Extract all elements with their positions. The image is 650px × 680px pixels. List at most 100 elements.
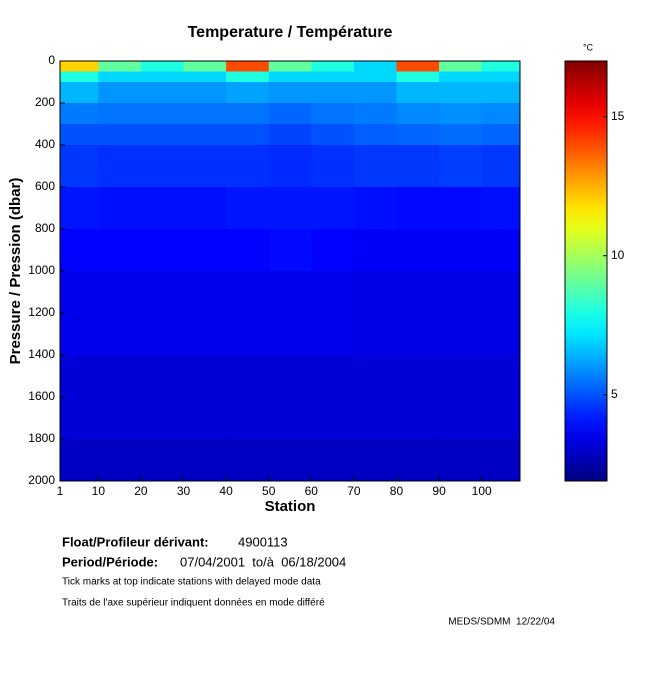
y-tick-label: 1600 [28, 389, 55, 403]
heat-cell [481, 145, 521, 188]
heat-cell [268, 61, 312, 72]
heat-cell [226, 61, 270, 72]
heat-cell [98, 103, 142, 125]
heat-cell [353, 355, 397, 440]
heat-cell [140, 82, 185, 104]
heat-cell [268, 124, 312, 146]
heat-cell [183, 124, 227, 146]
heat-cell [396, 187, 440, 230]
note-fr: Traits de l'axe supérieur indiquent donn… [62, 598, 325, 609]
heat-cell [439, 229, 483, 272]
heat-cell [353, 61, 397, 72]
heat-cell [353, 187, 397, 230]
x-tick-label: 60 [305, 484, 319, 498]
heat-cell [140, 229, 185, 272]
heat-cell [60, 145, 99, 188]
heat-cell [311, 229, 355, 272]
period-label: Period/Période: [62, 554, 158, 569]
y-axis-label: Pressure / Pression (dbar) [7, 178, 24, 365]
heat-cell [98, 271, 142, 356]
heat-cell [183, 61, 227, 72]
heat-cell [60, 229, 99, 272]
heat-cell [396, 355, 440, 440]
x-tick-label: 10 [92, 484, 106, 498]
heat-cell [140, 439, 185, 482]
heat-cell [98, 439, 142, 482]
heat-cell [268, 229, 312, 272]
heat-cell [60, 355, 99, 440]
heat-cell [268, 355, 312, 440]
heat-cell [98, 61, 142, 72]
heat-cell [183, 439, 227, 482]
heat-cell [98, 124, 142, 146]
heat-cell [140, 187, 185, 230]
heat-cell [396, 229, 440, 272]
chart-title: Temperature / Température [188, 24, 393, 41]
heat-cell [396, 271, 440, 356]
y-tick-label: 800 [35, 221, 55, 235]
heat-cell [353, 124, 397, 146]
heat-cell [481, 71, 521, 83]
heat-cell [60, 271, 99, 356]
heat-cell [481, 187, 521, 230]
y-tick-label: 1000 [28, 263, 55, 277]
heat-cell [268, 145, 312, 188]
heat-cell [60, 103, 99, 125]
heat-cell [396, 103, 440, 125]
heat-cell [140, 124, 185, 146]
heat-cell [183, 229, 227, 272]
heat-cell [353, 145, 397, 188]
heat-cell [439, 82, 483, 104]
heat-cell [268, 187, 312, 230]
heat-cell [140, 103, 185, 125]
float-label: Float/Profileur dérivant: [62, 534, 209, 549]
heat-cell [396, 71, 440, 83]
heat-cell [439, 71, 483, 83]
x-tick-label: 100 [472, 484, 492, 498]
heat-cell [439, 439, 483, 482]
y-tick-label: 1800 [28, 431, 55, 445]
heat-cell [226, 355, 270, 440]
heat-cell [439, 103, 483, 125]
heat-cell [183, 355, 227, 440]
heat-cell [183, 145, 227, 188]
heat-cell [140, 271, 185, 356]
heat-cell [353, 271, 397, 356]
heat-cell [311, 439, 355, 482]
heat-cell [481, 229, 521, 272]
heat-cell [396, 145, 440, 188]
heat-cell [311, 103, 355, 125]
colorbar-tick-label: 5 [611, 387, 618, 401]
heat-cell [481, 82, 521, 104]
heat-cell [439, 61, 483, 72]
heat-cell [353, 82, 397, 104]
heat-cell [481, 103, 521, 125]
colorbar-tick-label: 10 [611, 248, 625, 262]
heat-cell [226, 271, 270, 356]
y-tick-label: 200 [35, 95, 55, 109]
heat-cell [226, 229, 270, 272]
x-tick-label: 70 [347, 484, 361, 498]
heat-cell [98, 187, 142, 230]
heat-cell [226, 439, 270, 482]
heat-cell [60, 124, 99, 146]
heat-cell [60, 71, 99, 83]
heat-cell [268, 271, 312, 356]
y-tick-label: 2000 [28, 473, 55, 487]
x-tick-label: 90 [432, 484, 446, 498]
x-tick-label: 80 [390, 484, 404, 498]
heat-cell [439, 187, 483, 230]
heat-cell [311, 82, 355, 104]
credit: MEDS/SDMM 12/22/04 [448, 617, 555, 628]
heat-cell [268, 439, 312, 482]
x-tick-label: 30 [177, 484, 191, 498]
heat-cell [439, 124, 483, 146]
heat-cell [311, 355, 355, 440]
heat-cell [311, 187, 355, 230]
heat-cell [481, 355, 521, 440]
heat-cell [183, 187, 227, 230]
heat-cell [396, 124, 440, 146]
heat-cell [226, 187, 270, 230]
